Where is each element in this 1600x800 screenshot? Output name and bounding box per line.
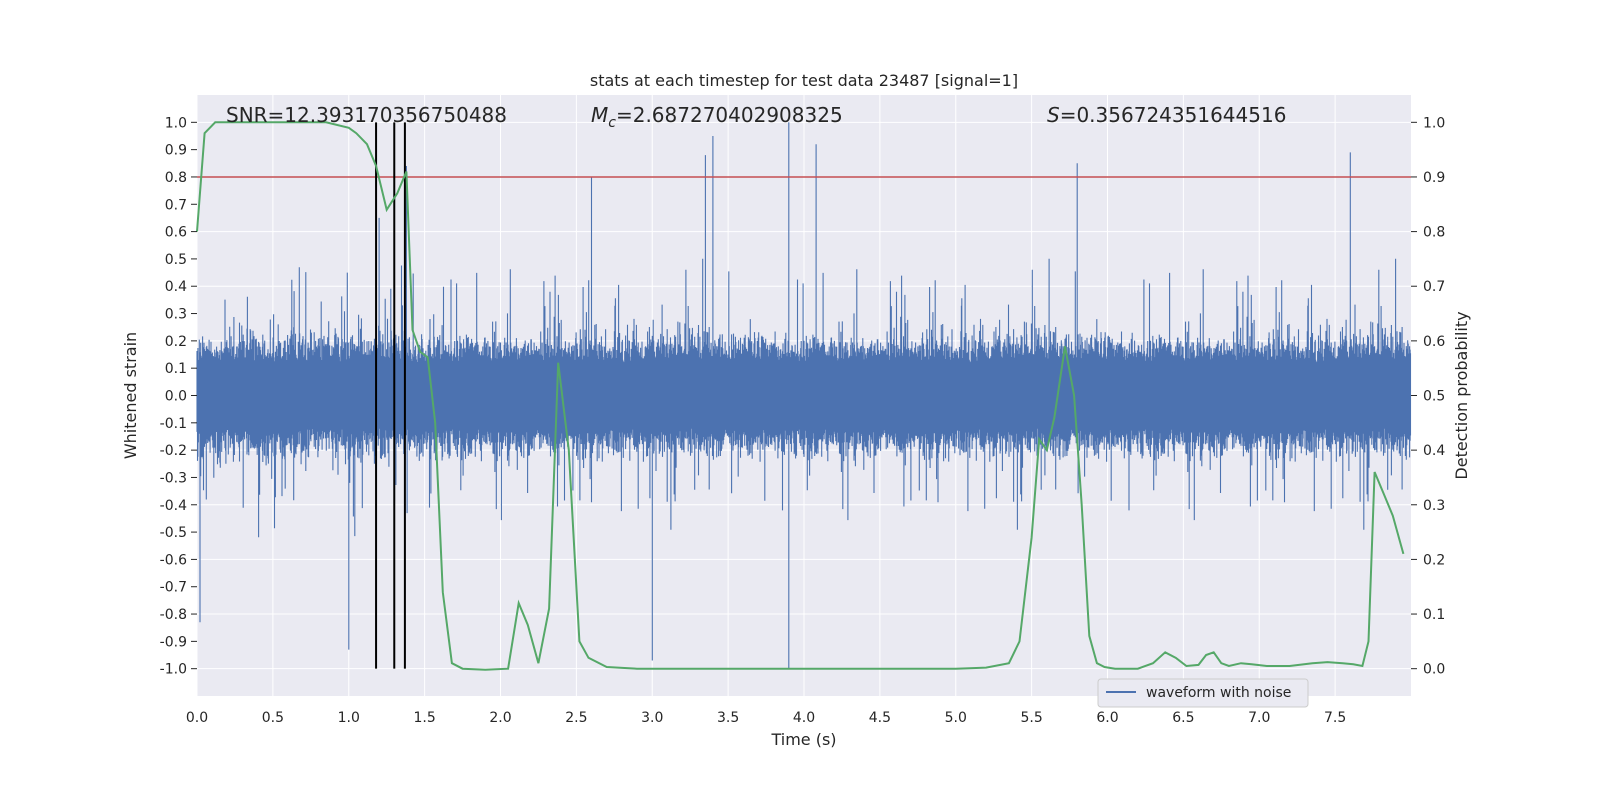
x-tick-label: 7.5 (1324, 710, 1346, 726)
y-tick-label: -0.5 (160, 525, 187, 541)
s-annotation: S=0.356724351644516 (1047, 103, 1286, 127)
probability-series (196, 121, 1405, 671)
x-tick-label: 1.5 (413, 710, 435, 726)
y-tick-label: 0.0 (165, 389, 187, 405)
x-tick-label: 4.0 (793, 710, 815, 726)
s-value: =0.356724351644516 (1060, 103, 1287, 127)
y-tick-label: -0.4 (160, 498, 187, 514)
y2-tick-label: 0.1 (1423, 607, 1445, 623)
y2-tick-label: 0.9 (1423, 170, 1445, 186)
y-tick-label: 0.6 (165, 225, 187, 241)
y-tick-label: 0.2 (165, 334, 187, 350)
x-tick-label: 2.0 (489, 710, 511, 726)
x-tick-label: 3.0 (641, 710, 663, 726)
legend: waveform with noise (1097, 678, 1309, 708)
y2-tick-label: 0.0 (1423, 662, 1445, 678)
y-tick-label: 0.4 (165, 279, 187, 295)
x-tick-label: 4.5 (869, 710, 891, 726)
x-tick-label: 3.5 (717, 710, 739, 726)
mc-value: =2.687270402908325 (616, 103, 843, 127)
y2-tick-label: 0.6 (1423, 334, 1445, 350)
x-tick-label: 5.0 (945, 710, 967, 726)
y2-tick-label: 0.8 (1423, 225, 1445, 241)
y2-tick-label: 0.4 (1423, 443, 1445, 459)
y-tick-label: -0.3 (160, 470, 187, 486)
y-tick-label: -0.2 (160, 443, 187, 459)
x-tick-label: 7.0 (1248, 710, 1270, 726)
y-tick-label: -0.6 (160, 552, 187, 568)
y-tick-label: 0.7 (165, 197, 187, 213)
y2-tick-label: 0.2 (1423, 552, 1445, 568)
chart-title: stats at each timestep for test data 234… (590, 71, 1018, 90)
legend-box (1097, 678, 1309, 708)
chirp-mass-annotation: Mc=2.687270402908325 (591, 103, 843, 131)
y-tick-label: 1.0 (165, 115, 187, 131)
waveform-line (196, 122, 1412, 669)
y-tick-label: 0.1 (165, 361, 187, 377)
x-tick-label: 1.0 (338, 710, 360, 726)
y2-tick-label: 0.7 (1423, 279, 1445, 295)
x-axis-label: Time (s) (770, 730, 836, 749)
y-axis-label: Whitened strain (121, 332, 140, 459)
y-tick-label: 0.5 (165, 252, 187, 268)
x-tick-label: 6.5 (1172, 710, 1194, 726)
x-tick-label: 5.5 (1020, 710, 1042, 726)
legend-label: waveform with noise (1146, 685, 1291, 701)
waveform-series (196, 122, 1412, 669)
x-tick-label: 2.5 (565, 710, 587, 726)
y-tick-label: 0.3 (165, 307, 187, 323)
y-tick-label: 0.8 (165, 170, 187, 186)
y-tick-label: -0.1 (160, 416, 187, 432)
y-tick-label: -1.0 (160, 662, 187, 678)
x-tick-label: 0.0 (186, 710, 208, 726)
x-tick-label: 0.5 (262, 710, 284, 726)
mc-subscript: c (608, 115, 616, 131)
probability-line (196, 121, 1405, 671)
snr-annotation: SNR=12.393170356750488 (226, 103, 507, 127)
s-symbol: S (1047, 103, 1060, 127)
axis-ticks: 0.0 0.5 1.0 1.5 2.0 2.5 3.0 3.5 4.0 4.5 5.0 5.5 6.0 6… (160, 115, 1446, 726)
y2-tick-label: 0.5 (1423, 389, 1445, 405)
y-tick-label: -0.8 (160, 607, 187, 623)
y2-tick-label: 1.0 (1423, 115, 1445, 131)
mc-symbol: M (591, 103, 608, 127)
y2-tick-label: 0.3 (1423, 498, 1445, 514)
vertical-markers (197, 122, 1411, 669)
x-tick-label: 6.0 (1096, 710, 1118, 726)
y-tick-label: -0.9 (160, 634, 187, 650)
y-tick-label: 0.9 (165, 143, 187, 159)
y2-axis-label: Detection probability (1452, 311, 1471, 479)
y-tick-label: -0.7 (160, 580, 187, 596)
